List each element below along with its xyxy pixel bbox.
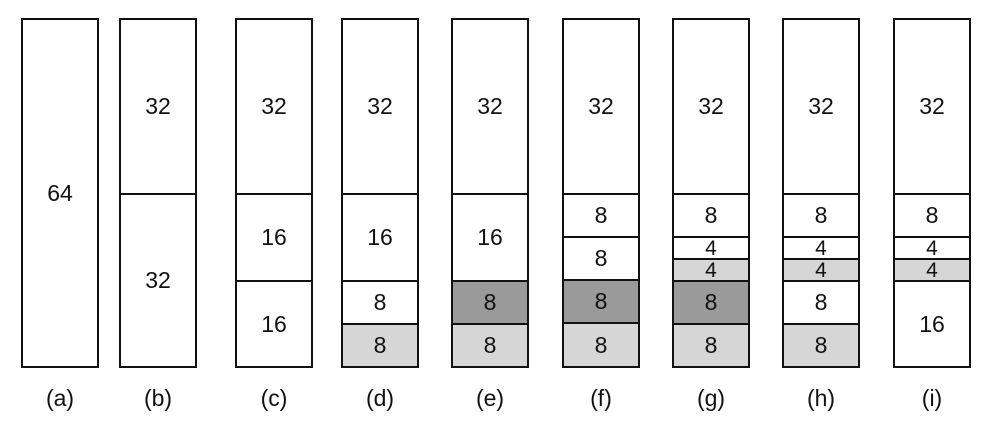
column-caption: (b) [143, 385, 173, 411]
column-caption: (f) [590, 385, 612, 411]
memory-block: 4 [895, 258, 969, 282]
memory-column-c: 32 16 16 [235, 18, 313, 368]
block-size-label: 8 [483, 289, 497, 315]
memory-column-d: 32 16 8 8 [341, 18, 419, 368]
block-size-label: 32 [367, 93, 393, 119]
memory-block: 8 [674, 280, 748, 323]
block-size-label: 32 [261, 93, 287, 119]
column-caption: (c) [260, 385, 288, 411]
block-size-label: 4 [815, 258, 827, 282]
memory-column-b: 32 32 [119, 18, 197, 368]
block-size-label: 16 [367, 224, 393, 250]
memory-block: 32 [784, 20, 858, 193]
memory-block: 4 [784, 258, 858, 282]
column-caption: (a) [45, 385, 75, 411]
memory-block: 8 [343, 280, 417, 323]
block-size-label: 8 [373, 289, 387, 315]
block-size-label: 8 [594, 245, 608, 271]
memory-block: 4 [895, 236, 969, 260]
memory-column-h: 32 8 4 4 8 8 [782, 18, 860, 368]
block-size-label: 16 [261, 224, 287, 250]
block-size-label: 32 [145, 267, 171, 293]
block-size-label: 8 [483, 332, 497, 358]
memory-block: 8 [564, 322, 638, 366]
memory-block: 32 [564, 20, 638, 193]
block-size-label: 8 [594, 331, 608, 358]
memory-block: 8 [674, 323, 748, 366]
memory-block: 8 [564, 279, 638, 322]
block-size-label: 16 [261, 310, 287, 337]
memory-block: 32 [237, 20, 311, 193]
block-size-label: 8 [594, 288, 608, 314]
memory-block: 16 [343, 193, 417, 280]
block-size-label: 8 [704, 202, 718, 228]
memory-block: 16 [453, 193, 527, 280]
memory-block: 8 [564, 236, 638, 279]
memory-block: 16 [237, 193, 311, 280]
memory-block: 32 [453, 20, 527, 193]
block-size-label: 32 [919, 93, 945, 119]
block-size-label: 8 [814, 289, 828, 315]
memory-block: 32 [674, 20, 748, 193]
memory-column-e: 32 16 8 8 [451, 18, 529, 368]
memory-block: 8 [674, 193, 748, 236]
memory-block: 32 [343, 20, 417, 193]
block-size-label: 8 [814, 202, 828, 228]
block-size-label: 16 [477, 224, 503, 250]
block-size-label: 32 [698, 93, 724, 119]
block-size-label: 64 [47, 179, 73, 206]
memory-column-i: 32 8 4 4 16 [893, 18, 971, 368]
memory-block: 16 [895, 280, 969, 366]
block-size-label: 4 [815, 236, 827, 260]
block-size-label: 32 [477, 93, 503, 119]
memory-block: 8 [784, 193, 858, 236]
memory-block: 8 [784, 280, 858, 323]
column-caption: (i) [921, 385, 943, 411]
column-caption: (h) [806, 385, 836, 411]
memory-block: 32 [121, 193, 195, 366]
column-caption: (g) [696, 385, 726, 411]
block-size-label: 32 [588, 93, 614, 119]
column-caption: (d) [365, 385, 395, 411]
block-size-label: 8 [704, 332, 718, 358]
memory-block: 32 [121, 20, 195, 193]
memory-column-g: 32 8 4 4 8 8 [672, 18, 750, 368]
block-size-label: 4 [926, 236, 938, 260]
memory-block: 8 [453, 280, 527, 323]
memory-block: 8 [343, 323, 417, 366]
block-size-label: 8 [814, 332, 828, 358]
block-size-label: 32 [808, 93, 834, 119]
block-size-label: 16 [919, 310, 945, 337]
memory-column-a: 64 [21, 18, 99, 368]
block-size-label: 4 [705, 258, 717, 282]
memory-block: 16 [237, 280, 311, 366]
block-size-label: 8 [925, 202, 939, 228]
memory-block: 8 [895, 193, 969, 236]
memory-block: 4 [674, 258, 748, 282]
column-caption: (e) [475, 385, 505, 411]
memory-block: 64 [23, 20, 97, 366]
block-size-label: 8 [373, 332, 387, 358]
memory-block: 4 [784, 236, 858, 260]
block-size-label: 32 [145, 93, 171, 119]
block-size-label: 8 [704, 289, 718, 315]
memory-column-f: 32 8 8 8 8 [562, 18, 640, 368]
memory-block: 32 [895, 20, 969, 193]
memory-block: 8 [784, 323, 858, 366]
block-size-label: 8 [594, 202, 608, 228]
memory-block: 8 [453, 323, 527, 366]
memory-block: 4 [674, 236, 748, 260]
block-size-label: 4 [926, 258, 938, 282]
memory-block: 8 [564, 193, 638, 236]
block-size-label: 4 [705, 236, 717, 260]
